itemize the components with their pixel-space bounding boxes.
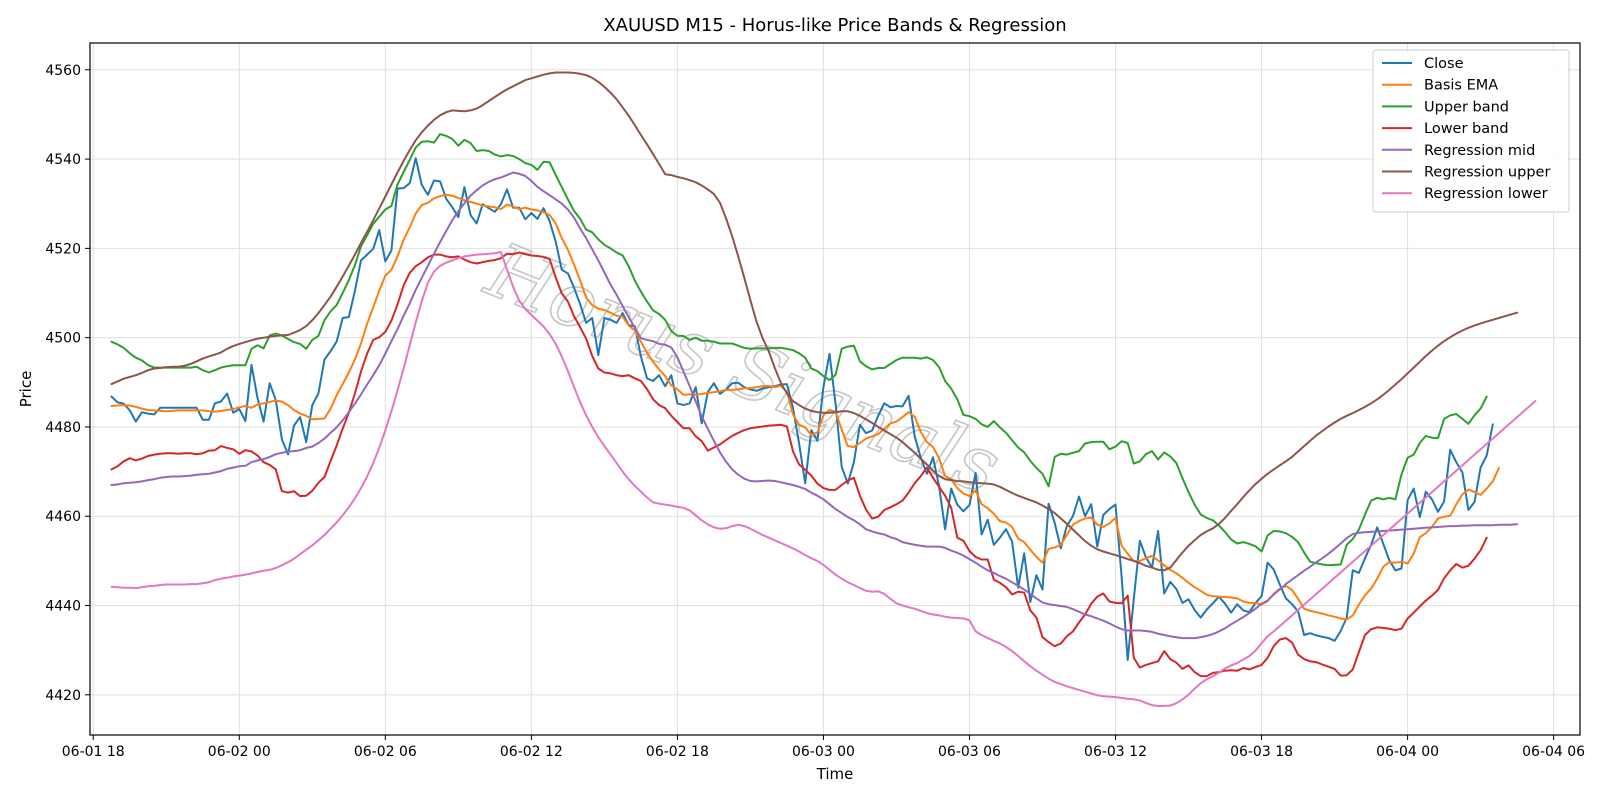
series-line-close [110,157,1494,661]
legend-label-regression-mid: Regression mid [1424,143,1535,159]
y-axis-label: Price [17,371,35,408]
chart-title: XAUUSD M15 - Horus-like Price Bands & Re… [603,15,1066,36]
grid-layer [90,43,1580,735]
legend: Close Basis EMA Upper band Lower band Regres… [1372,49,1570,213]
y-tick-label: 4440 [45,599,81,615]
y-tick-label: 4500 [45,331,81,347]
y-tick-label: 4560 [45,63,81,79]
x-tick-label: 06-01 18 [62,744,125,760]
x-tick-label: 06-03 12 [1084,744,1147,760]
legend-label-regression-lower: Regression lower [1424,186,1548,202]
series-line-upper-band [110,133,1488,567]
legend-box [1372,49,1570,213]
series-line-regression-mid [110,171,1519,640]
tick-layer: 06-01 18 06-02 00 06-02 06 06-02 12 06-02 18… [45,63,1585,760]
y-tick-label: 4540 [45,152,81,168]
x-tick-label: 06-02 18 [646,744,709,760]
series-line-lower-band [110,251,1488,678]
x-tick-label: 06-03 06 [938,744,1001,760]
series-line-regression-lower [110,250,1537,707]
y-tick-label: 4420 [45,688,81,704]
x-tick-label: 06-02 12 [500,744,563,760]
y-tick-label: 4520 [45,241,81,257]
x-axis-label: Time [816,765,854,783]
series-line-regression-upper [110,71,1519,572]
legend-label-close: Close [1424,56,1464,72]
legend-label-upper-band: Upper band [1424,99,1509,115]
legend-label-lower-band: Lower band [1424,121,1509,137]
legend-label-basis-ema: Basis EMA [1424,78,1498,94]
x-tick-label: 06-04 06 [1522,744,1585,760]
x-tick-label: 06-02 06 [354,744,417,760]
x-tick-label: 06-02 00 [208,744,271,760]
x-tick-label: 06-03 00 [792,744,855,760]
x-tick-label: 06-03 18 [1230,744,1293,760]
plot-frame [89,42,1581,736]
x-tick-label: 06-04 00 [1376,744,1439,760]
series-layer [110,71,1537,707]
y-tick-label: 4460 [45,509,81,525]
legend-label-regression-upper: Regression upper [1424,165,1550,181]
y-tick-label: 4480 [45,420,81,436]
